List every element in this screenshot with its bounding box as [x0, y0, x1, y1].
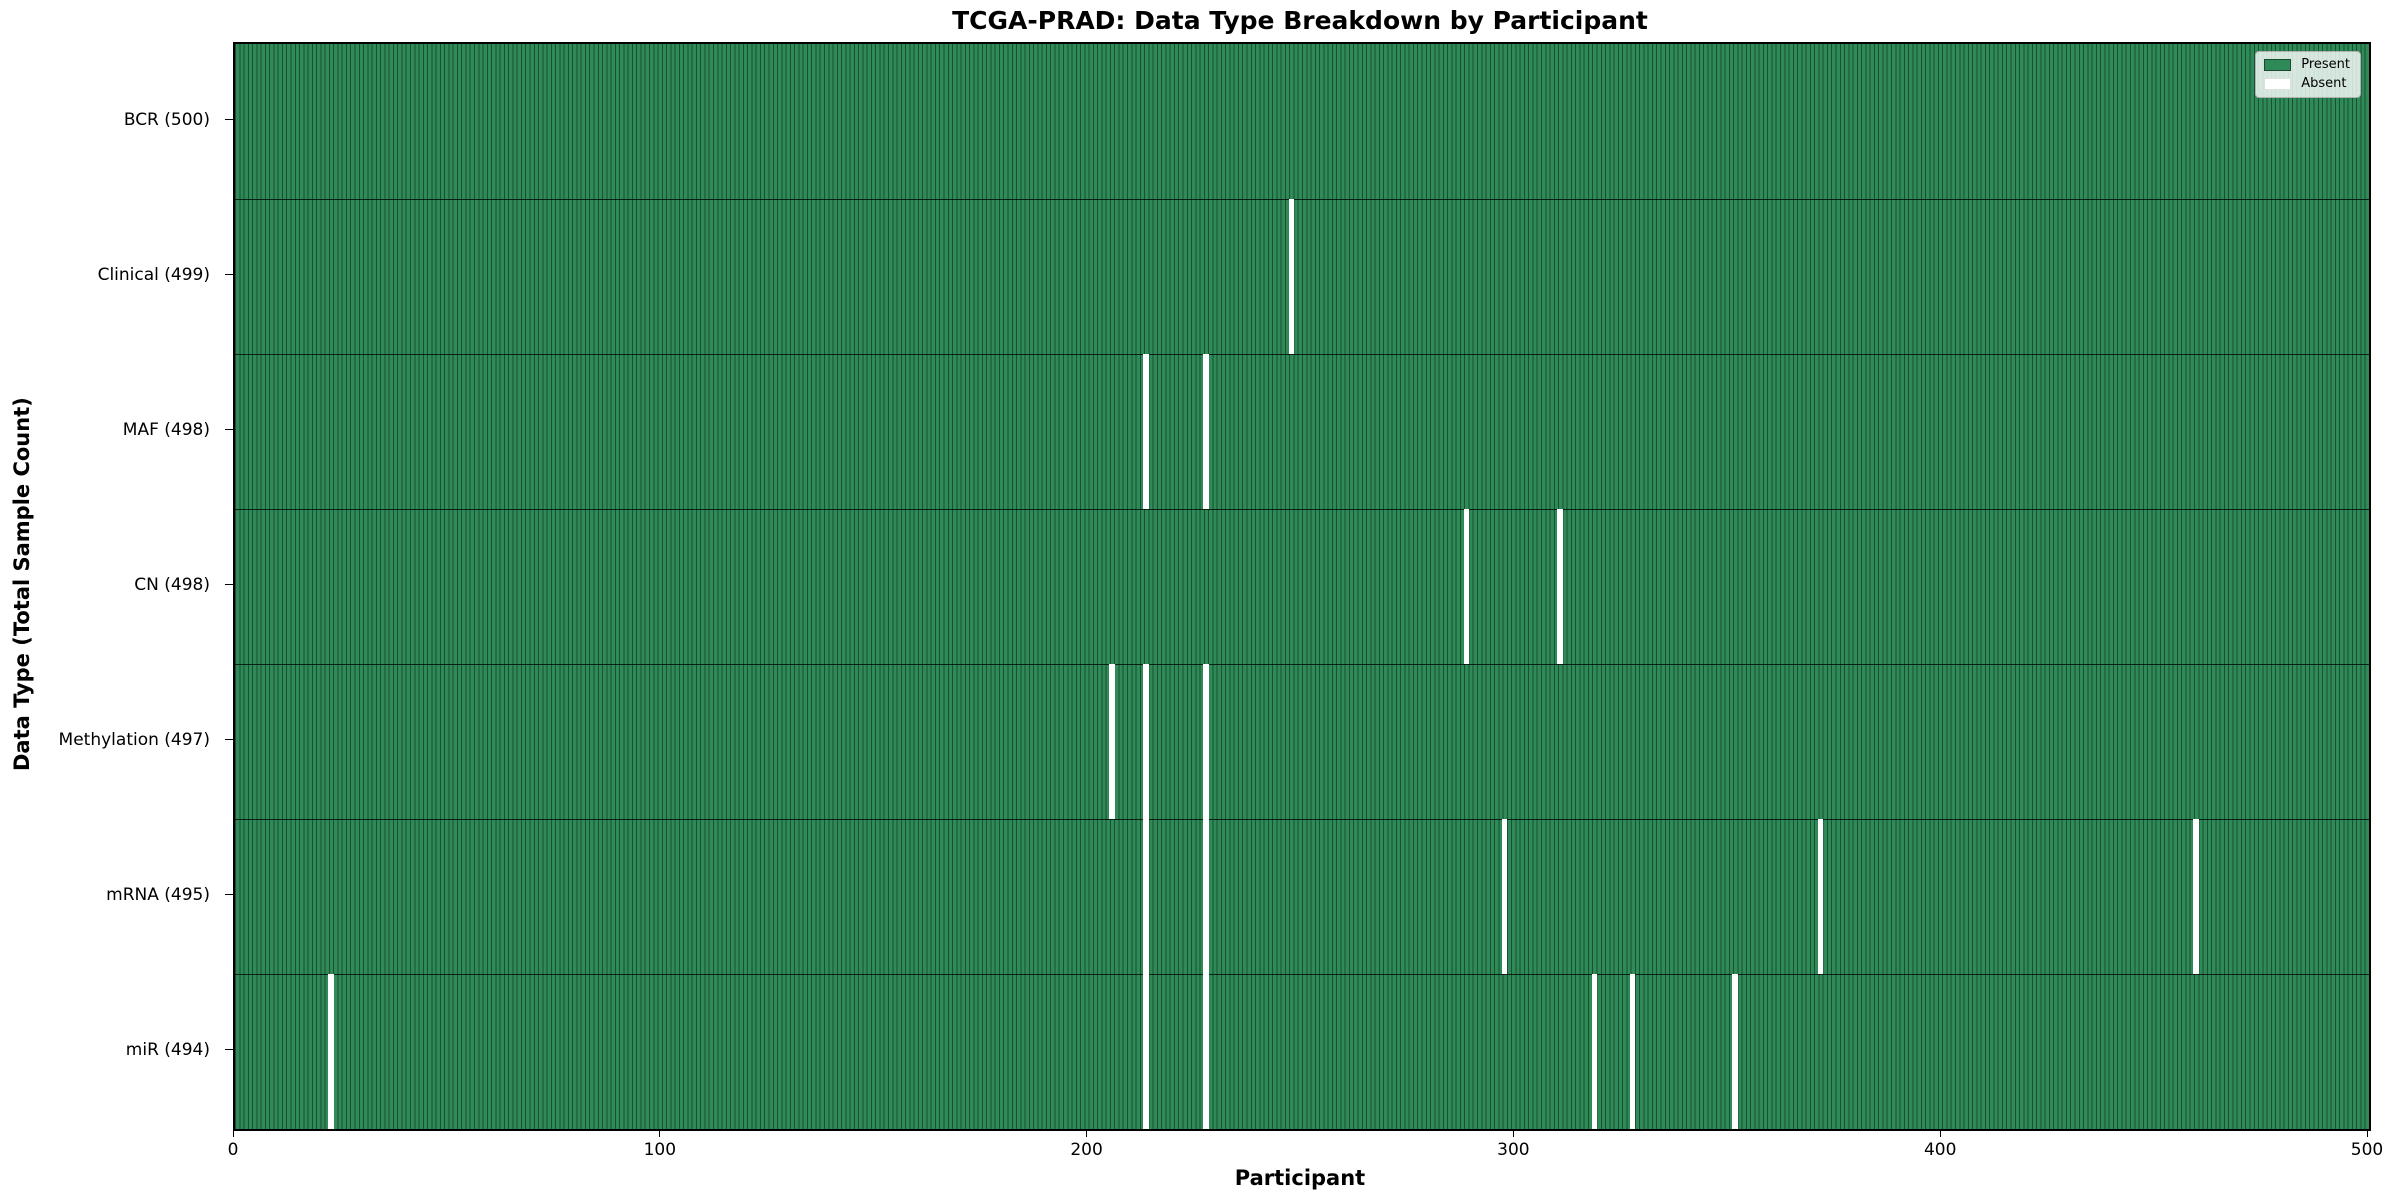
x-tick-label: 0	[227, 1140, 239, 1160]
row-separator	[235, 353, 2369, 355]
y-tick-label: miR (494)	[125, 1039, 210, 1060]
x-tick-mark	[2366, 1129, 2368, 1137]
absent-cell	[1732, 974, 1738, 1129]
absent-cell	[1630, 974, 1636, 1129]
absent-cell	[1463, 509, 1470, 664]
x-tick-mark	[232, 1129, 234, 1137]
row-separator	[235, 973, 2369, 975]
y-tick-label: BCR (500)	[123, 109, 210, 130]
y-tick-label: CN (498)	[134, 574, 210, 595]
absent-cell	[1203, 664, 1209, 819]
chart-title: TCGA-PRAD: Data Type Breakdown by Partic…	[952, 6, 1648, 35]
absent-cell	[1143, 817, 1149, 974]
x-tick-label: 200	[1070, 1140, 1103, 1160]
y-tick-mark	[225, 739, 233, 740]
y-tick-label: Methylation (497)	[58, 729, 210, 750]
x-tick-label: 100	[643, 1140, 677, 1160]
absent-cell	[328, 974, 334, 1129]
y-tick-mark	[225, 1049, 233, 1050]
row-separator	[235, 663, 2369, 665]
y-tick-mark	[225, 894, 233, 895]
x-tick-label: 300	[1497, 1140, 1530, 1160]
absent-cell	[1143, 664, 1149, 819]
x-tick-mark	[659, 1129, 661, 1137]
y-tick-label: Clinical (499)	[97, 264, 210, 285]
absent-cell	[1557, 509, 1563, 664]
x-tick-label: 400	[1923, 1140, 1957, 1160]
y-tick-mark	[225, 274, 233, 275]
y-tick-mark	[225, 119, 233, 120]
absent-cell	[1203, 972, 1209, 1129]
present-swatch-icon	[2264, 59, 2292, 71]
absent-cell	[1203, 817, 1209, 974]
x-axis-label: Participant	[1234, 1166, 1366, 1190]
row-separator	[235, 818, 2369, 820]
absent-swatch-icon	[2264, 78, 2292, 90]
y-tick-label: mRNA (495)	[106, 884, 210, 905]
y-tick-label: MAF (498)	[122, 419, 210, 440]
absent-cell	[1203, 354, 1209, 509]
y-tick-mark	[225, 584, 233, 585]
y-tick-mark	[225, 429, 233, 430]
x-tick-label: 500	[2350, 1140, 2384, 1160]
x-tick-mark	[1086, 1129, 1088, 1137]
row-separator	[235, 198, 2369, 200]
legend-label-present: Present	[2301, 57, 2350, 72]
legend-entry-present: Present	[2264, 58, 2350, 72]
row-separator	[235, 508, 2369, 510]
absent-cell	[1591, 974, 1598, 1129]
absent-cell	[1109, 664, 1115, 819]
absent-cell	[1817, 819, 1824, 974]
legend: Present Absent	[2255, 51, 2361, 98]
plot-area: Present Absent	[233, 42, 2371, 1131]
absent-cell	[2193, 819, 2199, 974]
x-tick-mark	[1939, 1129, 1941, 1137]
legend-entry-absent: Absent	[2264, 77, 2350, 91]
absent-cell	[1143, 972, 1149, 1129]
absent-cell	[1501, 819, 1508, 974]
absent-cell	[1143, 354, 1149, 509]
absent-cell	[1288, 199, 1295, 354]
legend-label-absent: Absent	[2301, 76, 2347, 91]
x-tick-mark	[1512, 1129, 1514, 1137]
